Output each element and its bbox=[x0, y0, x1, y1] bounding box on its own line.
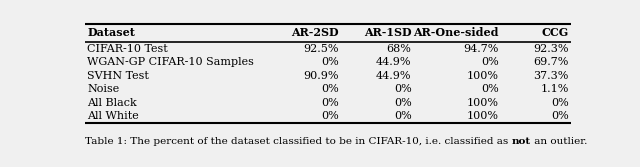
Text: 0%: 0% bbox=[551, 111, 568, 121]
Text: SVHN Test: SVHN Test bbox=[88, 71, 149, 81]
Text: All Black: All Black bbox=[88, 98, 137, 108]
Text: AR-One-sided: AR-One-sided bbox=[413, 27, 499, 38]
Text: 92.5%: 92.5% bbox=[303, 44, 339, 54]
Text: 37.3%: 37.3% bbox=[533, 71, 568, 81]
Text: 0%: 0% bbox=[481, 84, 499, 94]
Text: 0%: 0% bbox=[394, 84, 412, 94]
Text: 0%: 0% bbox=[321, 57, 339, 67]
Text: 69.7%: 69.7% bbox=[533, 57, 568, 67]
Text: 0%: 0% bbox=[321, 84, 339, 94]
Text: Dataset: Dataset bbox=[88, 27, 135, 38]
Text: AR-2SD: AR-2SD bbox=[291, 27, 339, 38]
Text: All White: All White bbox=[88, 111, 139, 121]
Text: 100%: 100% bbox=[467, 71, 499, 81]
Text: 0%: 0% bbox=[551, 98, 568, 108]
Text: 0%: 0% bbox=[321, 111, 339, 121]
Text: AR-1SD: AR-1SD bbox=[364, 27, 412, 38]
Text: 0%: 0% bbox=[394, 111, 412, 121]
Text: 44.9%: 44.9% bbox=[376, 71, 412, 81]
Text: CIFAR-10 Test: CIFAR-10 Test bbox=[88, 44, 168, 54]
Text: 68%: 68% bbox=[387, 44, 412, 54]
Text: 100%: 100% bbox=[467, 111, 499, 121]
Text: CCG: CCG bbox=[541, 27, 568, 38]
Text: 0%: 0% bbox=[321, 98, 339, 108]
Text: Noise: Noise bbox=[88, 84, 120, 94]
Text: WGAN-GP CIFAR-10 Samples: WGAN-GP CIFAR-10 Samples bbox=[88, 57, 254, 67]
Text: 44.9%: 44.9% bbox=[376, 57, 412, 67]
Text: 1.1%: 1.1% bbox=[540, 84, 568, 94]
Text: not: not bbox=[511, 137, 531, 146]
Text: Table 1: The percent of the dataset classified to be in CIFAR-10, i.e. classifie: Table 1: The percent of the dataset clas… bbox=[85, 137, 511, 146]
Text: 90.9%: 90.9% bbox=[303, 71, 339, 81]
Text: 92.3%: 92.3% bbox=[533, 44, 568, 54]
Text: 0%: 0% bbox=[394, 98, 412, 108]
Text: 94.7%: 94.7% bbox=[463, 44, 499, 54]
Text: 0%: 0% bbox=[481, 57, 499, 67]
Text: 100%: 100% bbox=[467, 98, 499, 108]
Text: an outlier.: an outlier. bbox=[531, 137, 587, 146]
